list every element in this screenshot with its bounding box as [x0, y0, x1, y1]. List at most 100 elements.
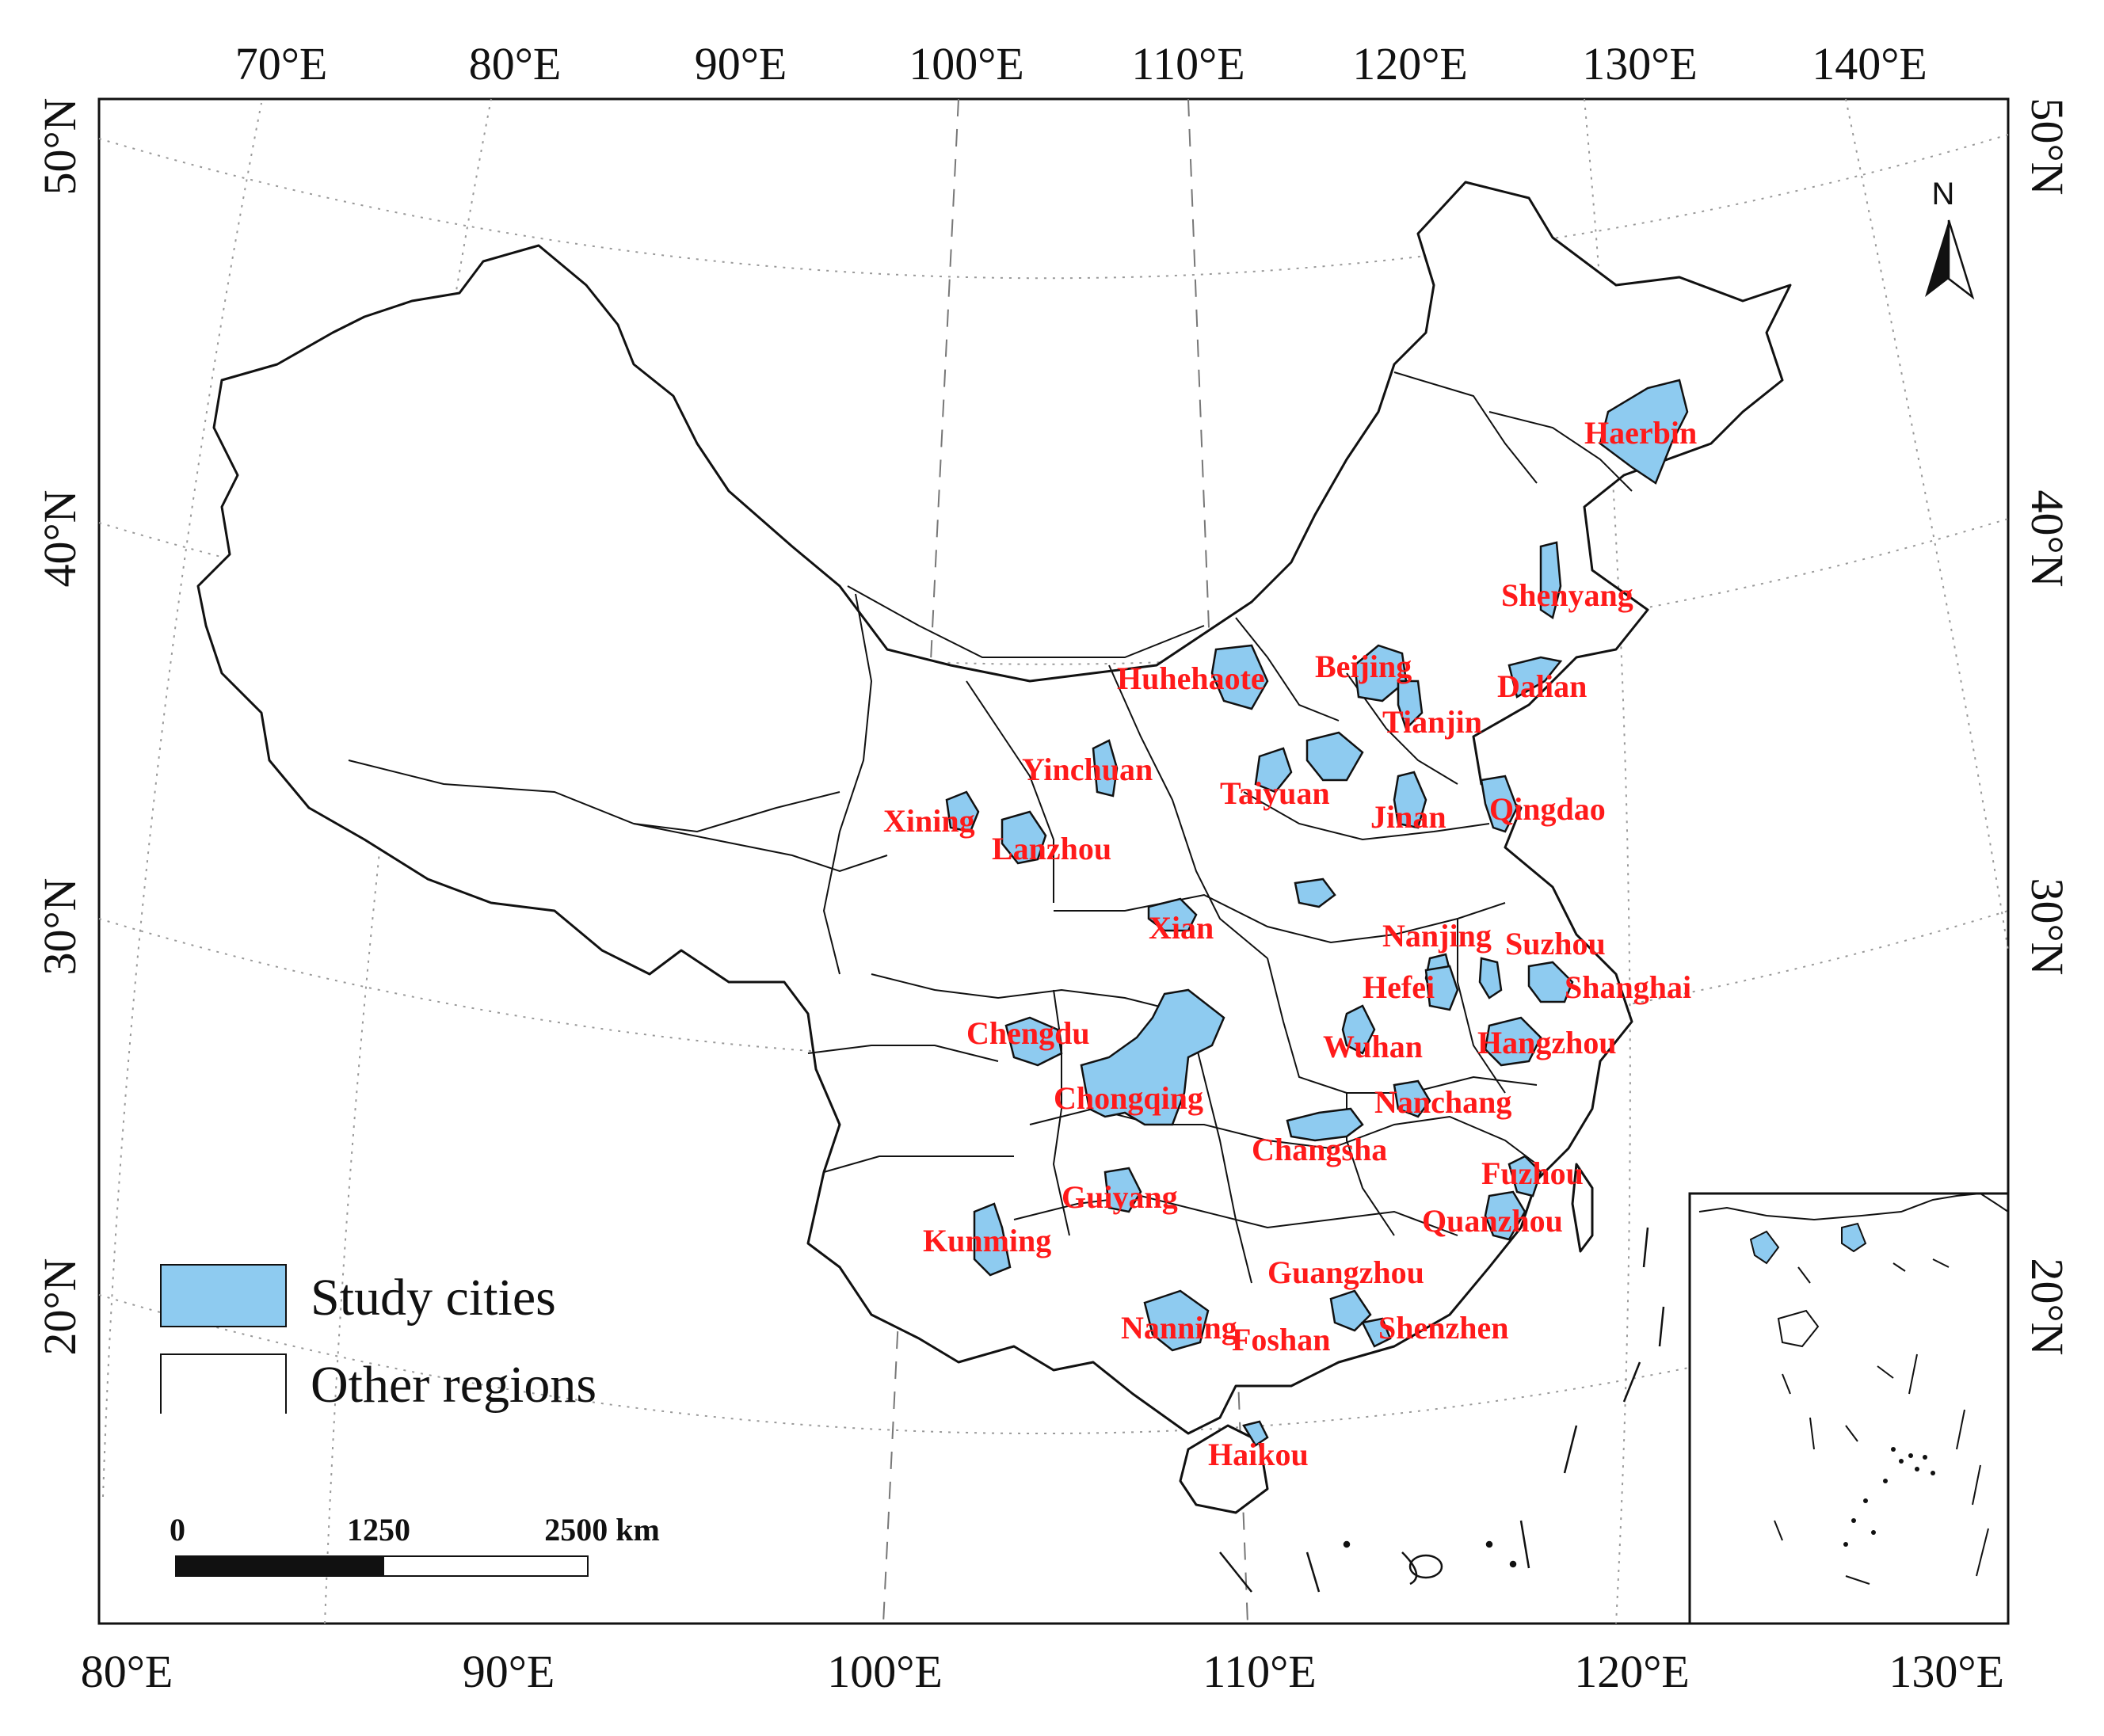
city-label-chengdu: Chengdu: [966, 1015, 1090, 1051]
top-lon-label: 130°E: [1582, 38, 1698, 89]
city-label-changsha: Changsha: [1252, 1132, 1387, 1167]
legend-swatch-other: [160, 1353, 287, 1414]
north-label: N: [1932, 177, 1955, 211]
city-area-guiyang: [1103, 1167, 1142, 1213]
city-area-suzhou: [1478, 957, 1503, 999]
right-lat-label: 40°N: [2022, 489, 2073, 587]
city-area-jinan: [1393, 771, 1427, 829]
top-lon-label: 100°E: [909, 38, 1024, 89]
city-labels: Haerbin Shenyang Dalian Beijing Tianjin Huheh…: [883, 415, 1697, 1472]
city-area-hangzhou: [1484, 1016, 1542, 1067]
city-area-huhehaote: [1210, 644, 1269, 710]
north-arrow-icon: [1925, 220, 1949, 297]
left-lat-label: 50°N: [34, 97, 86, 195]
scale-bar-white: [383, 1555, 589, 1577]
legend: Study cities Other regions: [160, 1264, 597, 1414]
city-area-taiyuan: [1254, 747, 1293, 794]
top-lon-label: 110°E: [1131, 38, 1244, 89]
city-area-shanghai: [1527, 961, 1574, 1003]
city-label-nanjing: Nanjing: [1382, 918, 1492, 954]
city-area-xian: [1147, 897, 1198, 932]
city-label-shenzhen: Shenzhen: [1378, 1310, 1509, 1346]
city-label-haerbin: Haerbin: [1584, 415, 1697, 451]
city-label-hefei: Hefei: [1363, 969, 1435, 1005]
city-area-shenyang: [1539, 541, 1562, 620]
city-label-jinan: Jinan: [1370, 799, 1446, 835]
city-label-kunming: Kunming: [923, 1223, 1051, 1258]
study-city-areas: [945, 379, 1689, 1447]
legend-swatch-study: [160, 1264, 287, 1327]
top-lon-label: 70°E: [235, 38, 328, 89]
inset-south-china-sea: [1688, 1192, 2010, 1625]
right-lat-label: 30°N: [2022, 878, 2073, 975]
city-area-haerbin: [1599, 379, 1689, 485]
city-area-wuhan: [1341, 1004, 1376, 1055]
islands: [1219, 1227, 1665, 1593]
city-area-fuzhou: [1507, 1155, 1542, 1197]
city-label-fuzhou: Fuzhou: [1481, 1155, 1584, 1191]
right-lat-label: 20°N: [2022, 1258, 2073, 1355]
top-longitude-labels: 70°E 80°E 90°E 100°E 110°E 120°E 130°E 140°E: [235, 38, 1927, 89]
city-label-quanzhou: Quanzhou: [1422, 1203, 1563, 1239]
city-label-foshan: Foshan: [1232, 1322, 1331, 1357]
city-label-shanghai: Shanghai: [1565, 969, 1691, 1005]
bottom-lon-label: 80°E: [81, 1646, 173, 1697]
city-label-haikou: Haikou: [1208, 1437, 1309, 1472]
scale-label-0: 0: [170, 1512, 185, 1548]
bottom-lon-label: 90°E: [463, 1646, 555, 1697]
city-label-guiyang: Guiyang: [1062, 1179, 1178, 1215]
city-label-yinchuan: Yinchuan: [1022, 752, 1153, 787]
legend-label-study: Study cities: [311, 1269, 556, 1327]
inset-coastline: [1698, 1192, 2009, 1221]
city-area-lanzhou: [1001, 810, 1047, 865]
city-label-guangzhou: Guangzhou: [1267, 1254, 1424, 1290]
inset-frame: [1688, 1192, 2010, 1625]
inset-region-left: [1749, 1230, 1780, 1265]
city-label-xian: Xian: [1149, 910, 1214, 946]
scale-label-2500: 2500 km: [544, 1512, 660, 1548]
city-area-yinchuan: [1092, 739, 1119, 798]
city-area-chongqing: [1080, 988, 1225, 1126]
city-label-wuhan: Wuhan: [1323, 1029, 1423, 1064]
city-area-tianjin: [1397, 680, 1424, 731]
scale-bar-black: [175, 1555, 384, 1577]
left-latitude-labels: 50°N 40°N 30°N 20°N: [34, 97, 86, 1355]
city-label-beijing: Beijing: [1315, 649, 1412, 684]
city-label-qingdao: Qingdao: [1489, 791, 1606, 827]
city-area-nanchang: [1393, 1079, 1431, 1118]
left-lat-label: 30°N: [34, 878, 86, 975]
bottom-longitude-labels: 80°E 90°E 100°E 110°E 120°E 130°E: [81, 1646, 2004, 1697]
city-label-chongqing: Chongqing: [1054, 1080, 1203, 1116]
top-lon-label: 80°E: [469, 38, 562, 89]
inset-hainan: [1777, 1309, 1820, 1348]
china-outline: [196, 181, 1792, 1514]
city-label-tianjin: Tianjin: [1382, 704, 1482, 740]
legend-label-other: Other regions: [311, 1356, 597, 1414]
inset-region-mid: [1841, 1222, 1867, 1253]
city-area-shenzhen: [1361, 1317, 1392, 1348]
right-latitude-labels: 50°N 40°N 30°N 20°N: [2022, 97, 2073, 1355]
city-area-zhengzhou: [1294, 878, 1336, 908]
city-label-shenyang: Shenyang: [1501, 577, 1633, 613]
top-lon-label: 90°E: [695, 38, 787, 89]
city-label-huhehaote: Huhehaote: [1117, 661, 1265, 696]
city-area-qingdao: [1480, 775, 1519, 833]
right-lat-label: 50°N: [2022, 97, 2073, 195]
city-label-dalian: Dalian: [1497, 668, 1587, 704]
city-label-nanning: Nanning: [1121, 1310, 1237, 1346]
bottom-lon-label: 130°E: [1889, 1646, 2004, 1697]
north-arrow: N: [1925, 177, 1975, 300]
top-lon-label: 140°E: [1812, 38, 1927, 89]
bottom-lon-label: 110°E: [1203, 1646, 1316, 1697]
city-area-quanzhou: [1484, 1190, 1527, 1241]
bottom-lon-label: 120°E: [1574, 1646, 1690, 1697]
city-area-haikou: [1242, 1420, 1269, 1447]
city-area-dalian: [1507, 656, 1563, 699]
city-area-kunming: [973, 1202, 1012, 1277]
city-label-suzhou: Suzhou: [1505, 926, 1606, 961]
city-area-nanning: [1143, 1289, 1210, 1352]
left-lat-label: 20°N: [34, 1258, 86, 1355]
city-label-xining: Xining: [883, 803, 975, 839]
city-area-shijiazhuang: [1305, 731, 1364, 782]
